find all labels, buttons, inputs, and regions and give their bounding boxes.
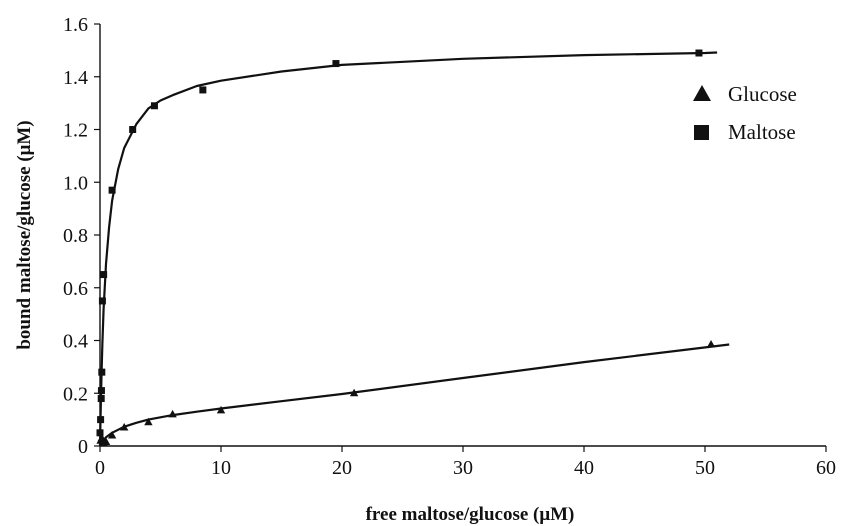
data-point-glucose xyxy=(168,409,177,418)
data-point-maltose xyxy=(100,271,108,279)
y-tick-label: 0.6 xyxy=(63,278,88,300)
x-tick-label: 30 xyxy=(453,457,473,479)
data-point-glucose xyxy=(107,430,117,439)
legend-maltose-label: Maltose xyxy=(728,120,796,144)
fit-curve-glucose xyxy=(99,343,730,447)
data-points xyxy=(96,49,716,447)
legend: Glucose Maltose xyxy=(693,82,797,144)
data-point-maltose xyxy=(129,126,137,133)
axes xyxy=(99,24,826,447)
x-tick-label: 50 xyxy=(695,457,715,479)
data-point-maltose xyxy=(199,86,207,94)
data-point-maltose xyxy=(695,49,703,57)
data-point-maltose xyxy=(96,429,104,437)
data-point-maltose xyxy=(150,102,158,110)
data-point-maltose xyxy=(97,395,105,403)
y-axis-title: bound maltose/glucose (μM) xyxy=(14,120,35,349)
legend-glucose-triangle-icon xyxy=(693,85,711,101)
x-tick-label: 20 xyxy=(332,457,352,479)
data-point-maltose xyxy=(108,186,116,194)
data-point-maltose xyxy=(98,368,106,376)
legend-item-maltose: Maltose xyxy=(694,120,796,144)
data-point-glucose xyxy=(144,417,153,426)
data-point-glucose xyxy=(216,405,226,414)
data-point-maltose xyxy=(97,387,105,395)
data-point-glucose xyxy=(97,433,107,442)
data-point-glucose xyxy=(706,339,716,348)
y-tick-label: 0.8 xyxy=(63,225,88,247)
x-tick-label: 40 xyxy=(574,457,594,479)
data-point-glucose xyxy=(120,423,129,431)
y-tick-label: 1.2 xyxy=(63,120,88,142)
fit-curves xyxy=(98,51,730,447)
legend-item-glucose: Glucose xyxy=(693,82,797,106)
legend-maltose-square-icon xyxy=(694,125,709,140)
x-tick-label: 0 xyxy=(95,457,105,479)
data-point-maltose xyxy=(332,60,340,68)
legend-glucose-label: Glucose xyxy=(728,82,797,106)
x-axis-title: free maltose/glucose (μM) xyxy=(366,504,575,525)
y-tick-label: 0.4 xyxy=(63,331,88,353)
fit-curve-maltose xyxy=(98,51,718,447)
y-tick-label: 0.2 xyxy=(63,383,88,405)
data-point-maltose xyxy=(97,416,105,424)
data-point-maltose xyxy=(98,297,106,305)
data-point-glucose xyxy=(101,437,111,446)
y-tick-label: 0 xyxy=(78,436,88,458)
y-tick-label: 1.6 xyxy=(63,14,88,36)
x-tick-label: 10 xyxy=(211,457,231,479)
x-tick-label: 60 xyxy=(816,457,836,479)
y-tick-label: 1.0 xyxy=(63,172,88,194)
y-tick-label: 1.4 xyxy=(63,67,88,89)
data-point-glucose xyxy=(349,388,359,397)
y-ticks: 0 0.2 0.4 0.6 0.8 1.0 1.2 1.4 1.6 xyxy=(63,14,100,458)
x-ticks: 0 10 20 30 40 50 60 xyxy=(95,446,836,479)
